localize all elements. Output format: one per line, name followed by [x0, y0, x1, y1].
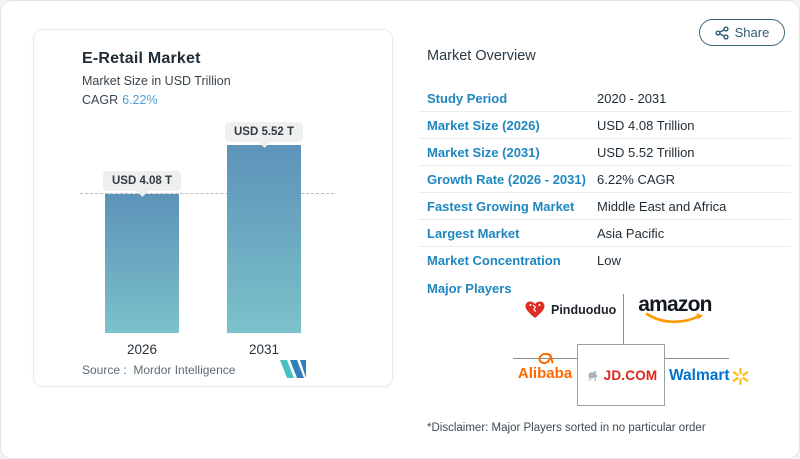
amazon-logo-text: amazon: [638, 293, 712, 316]
share-button[interactable]: Share: [699, 19, 785, 46]
overview-table: Study Period 2020 - 2031 Market Size (20…: [419, 85, 791, 274]
row-value: USD 4.08 Trillion: [597, 117, 695, 133]
chart-cagr-line: CAGR 6.22%: [82, 93, 158, 107]
chart-title: E-Retail Market: [82, 50, 201, 67]
share-icon: [715, 25, 729, 40]
pinduoduo-logo-text: Pinduoduo: [551, 303, 617, 317]
bar-chart-plot: USD 4.08 T USD 5.52 T: [80, 110, 334, 333]
walmart-spark-icon: [732, 367, 748, 385]
alibaba-logo-text: Alibaba: [517, 365, 573, 382]
walmart-logo: Walmart: [669, 367, 749, 385]
table-row-study-period: Study Period 2020 - 2031: [419, 85, 791, 112]
source-label: Source :: [82, 363, 127, 377]
bracket-right-line: [665, 358, 729, 359]
table-row-market-size-2026: Market Size (2026) USD 4.08 Trillion: [419, 112, 791, 139]
source-attribution: Source : Mordor Intelligence: [82, 363, 235, 377]
row-label: Growth Rate (2026 - 2031): [427, 171, 586, 187]
row-label: Fastest Growing Market: [427, 198, 575, 214]
dashed-reference-line: [80, 193, 334, 194]
bar-rect-2026: [105, 194, 179, 333]
chart-card: E-Retail Market Market Size in USD Trill…: [33, 29, 393, 387]
jd-logo-text: JD.COM: [603, 367, 658, 383]
bar-2026: USD 4.08 T: [102, 171, 182, 333]
alibaba-logo: Alibaba: [513, 352, 577, 382]
pinduoduo-logo: Pinduoduo: [525, 301, 616, 319]
row-label: Study Period: [427, 90, 508, 106]
walmart-logo-text: Walmart: [669, 367, 730, 384]
row-label: Largest Market: [427, 225, 520, 241]
x-axis-label-2031: 2031: [248, 342, 280, 357]
table-row-largest-market: Largest Market Asia Pacific: [419, 220, 791, 247]
x-axis-label-2026: 2026: [126, 342, 158, 357]
cagr-label: CAGR: [82, 93, 119, 107]
bracket-left-line: [513, 358, 577, 359]
pinduoduo-heart-icon: [525, 301, 545, 319]
bracket-vertical-line: [623, 294, 624, 344]
value-label-2026: USD 4.08 T: [102, 171, 182, 191]
row-label: Market Concentration: [427, 253, 561, 268]
mordor-intelligence-logo-icon: [280, 360, 306, 383]
row-label: Market Size (2031): [427, 144, 540, 160]
row-value: 2020 - 2031: [597, 90, 667, 106]
cagr-value: 6.22%: [122, 93, 158, 107]
row-value: Low: [597, 253, 621, 268]
jd-dog-icon: [588, 370, 597, 381]
chart-subtitle: Market Size in USD Trillion: [82, 74, 231, 88]
major-players-label: Major Players: [427, 281, 512, 296]
table-row-market-concentration: Market Concentration Low: [419, 247, 791, 274]
bar-rect-2031: [227, 145, 301, 333]
row-value: 6.22% CAGR: [597, 171, 676, 187]
row-value: USD 5.52 Trillion: [597, 144, 695, 160]
value-label-2031: USD 5.52 T: [224, 122, 304, 142]
table-row-fastest-growing-market: Fastest Growing Market Middle East and A…: [419, 193, 791, 220]
bar-2031: USD 5.52 T: [224, 122, 304, 333]
row-label: Market Size (2026): [427, 117, 540, 133]
overview-title: Market Overview: [427, 48, 536, 64]
jd-logo-box: JD.COM: [577, 344, 665, 406]
alibaba-a-icon: [538, 352, 554, 365]
row-value: Asia Pacific: [597, 225, 665, 241]
source-value: Mordor Intelligence: [133, 363, 236, 377]
disclaimer-text: *Disclaimer: Major Players sorted in no …: [427, 422, 706, 434]
row-value: Middle East and Africa: [597, 198, 727, 214]
table-row-market-size-2031: Market Size (2031) USD 5.52 Trillion: [419, 139, 791, 166]
amazon-logo: amazon: [633, 293, 717, 325]
amazon-smile-icon: [645, 312, 703, 324]
table-row-growth-rate: Growth Rate (2026 - 2031) 6.22% CAGR: [419, 166, 791, 193]
share-button-label: Share: [734, 25, 770, 40]
